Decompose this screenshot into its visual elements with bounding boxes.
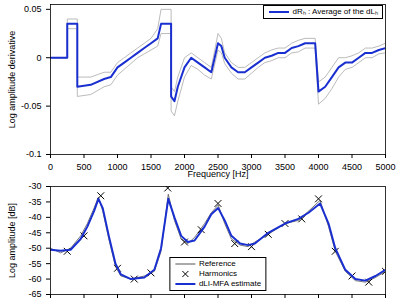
- svg-text:5000: 5000: [375, 162, 395, 172]
- svg-text:1500: 1500: [141, 162, 161, 172]
- svg-text:4500: 4500: [342, 162, 362, 172]
- svg-text:0.05: 0.05: [24, 4, 42, 14]
- svg-text:-0.05: -0.05: [21, 101, 42, 111]
- svg-text:-45: -45: [28, 228, 41, 238]
- svg-text:-40: -40: [28, 212, 41, 222]
- html-text:Harmonics: Harmonics: [198, 269, 238, 278]
- svg-text:Log amplitude derivative: Log amplitude derivative: [7, 31, 17, 129]
- svg-text:-0.1: -0.1: [26, 149, 42, 159]
- html-text:dLI-MFA estimate: dLI-MFA estimate: [198, 279, 262, 288]
- svg-text:0: 0: [36, 53, 41, 63]
- svg-text:4000: 4000: [308, 162, 328, 172]
- svg-text:-30: -30: [28, 181, 41, 191]
- svg-text:-55: -55: [28, 259, 41, 269]
- svg-text:-50: -50: [28, 243, 41, 253]
- html-text:Reference: Reference: [198, 259, 236, 268]
- svg-text:1000: 1000: [107, 162, 127, 172]
- svg-text:-35: -35: [28, 197, 41, 207]
- html-text:dRₕ : Average of the dLₕ: dRₕ : Average of the dLₕ: [292, 7, 378, 16]
- svg-text:500: 500: [76, 162, 91, 172]
- svg-text:Log amplitude [dB]: Log amplitude [dB]: [7, 203, 17, 278]
- svg-text:0: 0: [48, 162, 53, 172]
- svg-text:-65: -65: [28, 289, 41, 299]
- svg-text:3500: 3500: [275, 162, 295, 172]
- svg-text:3000: 3000: [241, 161, 262, 172]
- svg-text:Frequency [Hz]: Frequency [Hz]: [187, 169, 248, 179]
- svg-text:-60: -60: [28, 274, 41, 284]
- svg-text:2000: 2000: [174, 161, 195, 172]
- svg-text:2500: 2500: [208, 161, 228, 172]
